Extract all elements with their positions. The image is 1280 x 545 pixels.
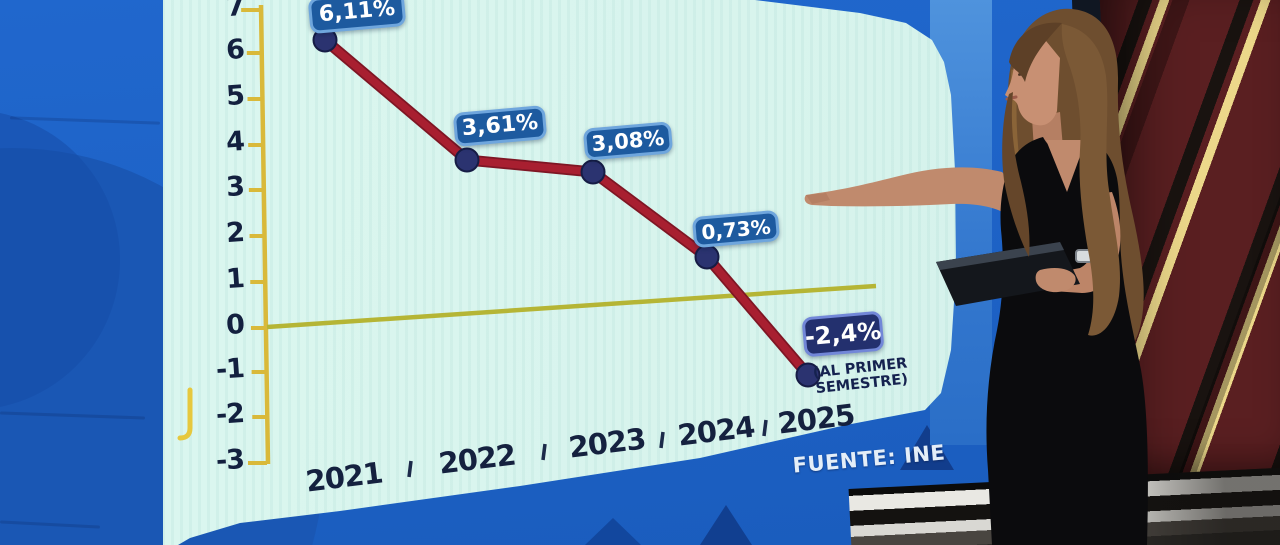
background-triangle <box>585 518 641 545</box>
year-separator <box>407 460 413 478</box>
presenter-hair-lock <box>1061 24 1120 336</box>
data-point <box>795 362 821 388</box>
panel-edge-mark <box>177 387 193 441</box>
year-separator <box>659 431 665 449</box>
presenter-hand-on-tablet <box>1035 268 1076 293</box>
data-point <box>580 159 606 185</box>
presenter-pointing-arm <box>804 167 1011 215</box>
presenter-pointing-hand <box>806 193 830 204</box>
presenter-hair-lock <box>1002 92 1030 257</box>
tablet-edge <box>936 242 1064 270</box>
y-axis <box>258 4 271 465</box>
zero-reference-line <box>266 283 877 330</box>
data-point <box>454 147 480 173</box>
presenter-neckline <box>1046 140 1086 192</box>
year-separator <box>762 419 768 437</box>
presenter-hair-front <box>1009 22 1062 82</box>
background-triangle <box>700 505 752 545</box>
year-separator <box>541 443 547 461</box>
